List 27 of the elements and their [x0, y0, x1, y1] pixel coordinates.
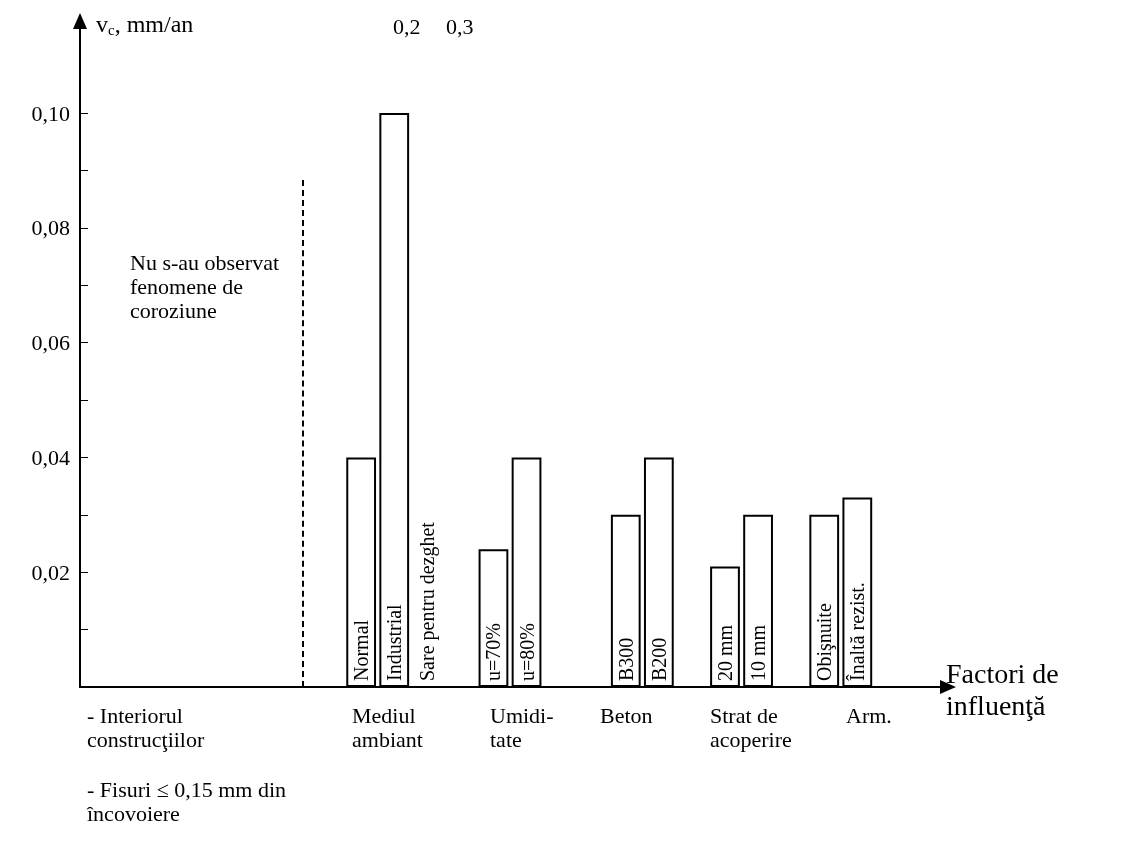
annotation: 0,2 — [393, 13, 421, 39]
x-tick-label: Obişnuite — [813, 603, 837, 681]
x-tick-label: B300 — [614, 637, 637, 681]
x-tick-label: Sare pentru dezghet — [416, 521, 440, 681]
text: Beton — [600, 702, 653, 728]
y-tick-label: 0,06 — [31, 330, 70, 356]
x-tick-label: B200 — [647, 637, 670, 681]
y-tick-label: 0,02 — [31, 559, 70, 585]
y-tick-label: 0,04 — [31, 444, 70, 470]
x-tick-label: Industrial — [383, 603, 406, 681]
text: Mediul ambiant — [352, 702, 423, 752]
y-tick-label: 0,10 — [31, 100, 70, 126]
x-axis-title: Factori de influenţă — [946, 657, 1066, 721]
x-tick-label: 20 mm — [714, 624, 736, 681]
text: Arm. — [846, 702, 892, 728]
annotation: Nu s-au observat fenomene de coroziune — [130, 249, 285, 323]
text: - Fisuri ≤ 0,15 mm din încovoiere — [86, 776, 292, 826]
x-tick-label: u=80% — [515, 623, 538, 681]
y-tick-label: 0,08 — [31, 215, 70, 241]
x-tick-label: u=70% — [482, 623, 505, 681]
x-tick-label: Normal — [350, 619, 373, 681]
x-tick-label: 10 mm — [747, 624, 770, 681]
text: - Interiorul construcţiilor — [87, 702, 205, 752]
annotation: 0,3 — [446, 13, 474, 39]
text: Strat de acoperire — [710, 702, 792, 752]
x-tick-label: Înaltă rezist. — [846, 582, 869, 681]
text: Umidi- tate — [490, 702, 560, 752]
